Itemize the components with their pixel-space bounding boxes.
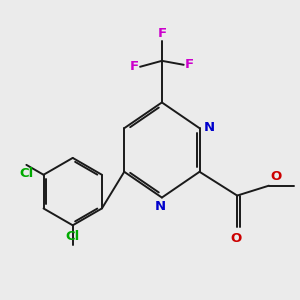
Text: F: F	[130, 60, 139, 73]
Text: O: O	[231, 232, 242, 245]
Text: Cl: Cl	[66, 230, 80, 243]
Text: N: N	[203, 121, 214, 134]
Text: F: F	[157, 27, 167, 40]
Text: F: F	[185, 58, 194, 71]
Text: N: N	[154, 200, 166, 212]
Text: Cl: Cl	[19, 167, 34, 180]
Text: O: O	[271, 170, 282, 183]
